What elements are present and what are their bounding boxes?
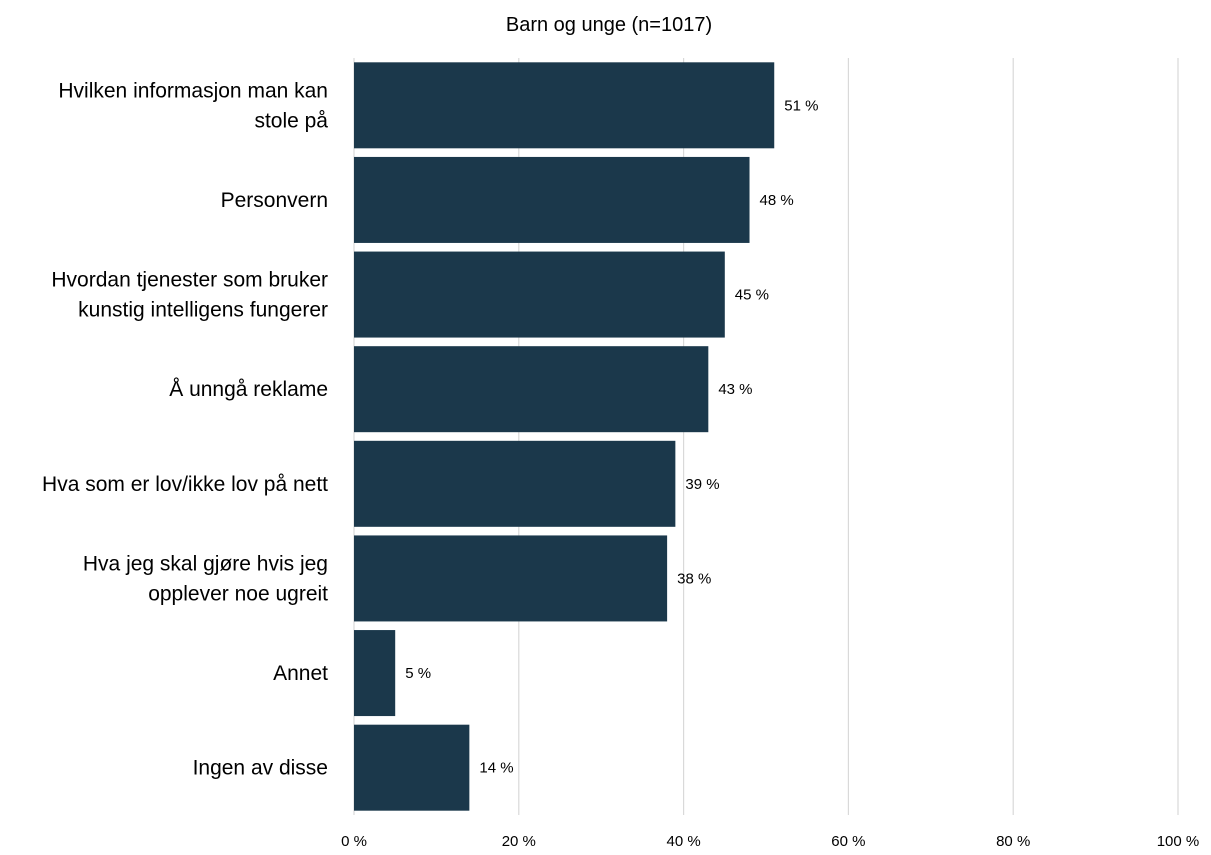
category-label: Hvordan tjenester som bruker kunstig inte… <box>51 269 328 322</box>
data-label: 14 % <box>479 760 513 777</box>
bars <box>354 62 775 811</box>
category-label-line: kunstig intelligens fungerer <box>78 299 328 322</box>
category-label-line: Personvern <box>221 189 328 212</box>
category-label-line: opplever noe ugreit <box>148 582 328 605</box>
bar <box>354 156 750 243</box>
x-tick-label: 40 % <box>666 833 700 850</box>
data-label: 51 % <box>784 97 818 114</box>
data-label: 5 % <box>405 665 431 682</box>
category-label-line: Ingen av disse <box>193 757 328 780</box>
category-label-line: Hva som er lov/ikke lov på nett <box>42 473 328 496</box>
data-labels: 51 % 48 % 45 % 43 % 39 % 38 % 5 % 14 % <box>405 97 818 776</box>
data-label: 43 % <box>718 381 752 398</box>
chart-title: Barn og unge (n=1017) <box>506 14 712 36</box>
bar <box>354 630 396 717</box>
data-label: 45 % <box>735 287 769 304</box>
category-label-line: Hva jeg skal gjøre hvis jeg <box>83 552 328 575</box>
bar <box>354 724 470 811</box>
x-tick-label: 60 % <box>831 833 865 850</box>
x-tick-label: 0 % <box>341 833 367 850</box>
category-label: Hvilken informasjon man kan stole på <box>58 79 328 132</box>
data-label: 39 % <box>685 476 719 493</box>
bar <box>354 440 676 527</box>
data-label: 48 % <box>760 192 794 209</box>
category-label: Annet <box>273 662 328 685</box>
category-label: Personvern <box>221 189 328 212</box>
category-label-line: Å unngå reklame <box>169 378 328 401</box>
category-labels: Hvilken informasjon man kan stole på Perso… <box>42 79 328 779</box>
category-label-line: Hvilken informasjon man kan <box>58 79 328 102</box>
category-label: Hva som er lov/ikke lov på nett <box>42 473 328 496</box>
category-label: Ingen av disse <box>193 757 328 780</box>
bar <box>354 346 709 433</box>
x-tick-label: 100 % <box>1157 833 1200 850</box>
category-label-line: Annet <box>273 662 328 685</box>
bar <box>354 62 775 149</box>
bar <box>354 535 668 622</box>
x-tick-label: 80 % <box>996 833 1030 850</box>
category-label-line: Hvordan tjenester som bruker <box>51 269 328 292</box>
bar <box>354 251 725 338</box>
category-label: Å unngå reklame <box>169 378 328 401</box>
category-label-line: stole på <box>254 109 328 132</box>
data-label: 38 % <box>677 570 711 587</box>
x-tick-labels: 0 % 20 % 40 % 60 % 80 % 100 % <box>341 833 1199 850</box>
category-label: Hva jeg skal gjøre hvis jeg opplever noe … <box>83 552 328 605</box>
x-tick-label: 20 % <box>502 833 536 850</box>
